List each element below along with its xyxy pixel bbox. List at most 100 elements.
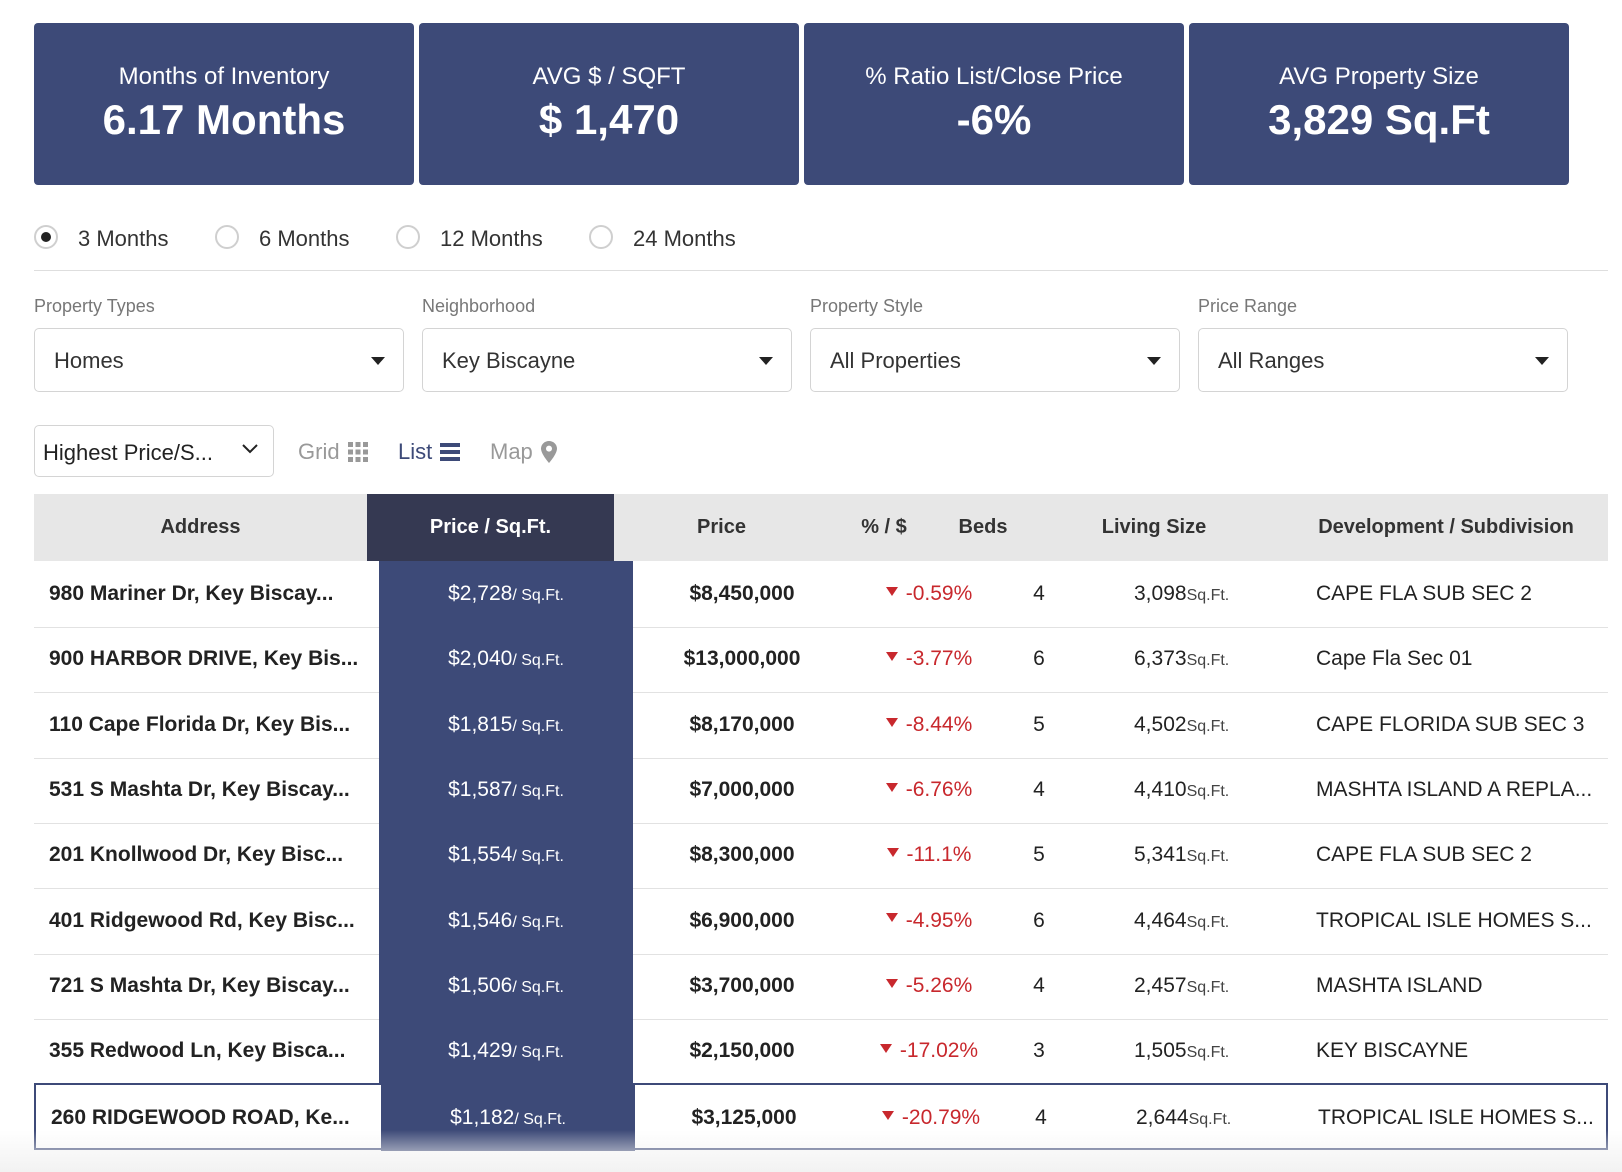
price-sqft-value: $1,429: [448, 1039, 513, 1063]
beds-cell: 6: [1033, 647, 1045, 671]
address-cell[interactable]: 531 S Mashta Dr, Key Biscay...: [49, 777, 350, 801]
pct-change-value: -0.59%: [905, 582, 973, 605]
header-price-sqft[interactable]: Price / Sq.Ft.: [367, 494, 614, 561]
table-row[interactable]: 110 Cape Florida Dr, Key Bis... $1,815/ S…: [34, 691, 1608, 759]
living-size-cell: 4,464Sq.Ft.: [1134, 888, 1334, 954]
price-cell: $3,700,000: [689, 973, 795, 997]
stat-label: Months of Inventory: [118, 63, 330, 90]
sort-value: Highest Price/S...: [43, 440, 213, 465]
pct-change-cell: -4.95%: [846, 888, 1012, 954]
caret-down-icon: [1535, 357, 1549, 365]
table-row[interactable]: 401 Ridgewood Rd, Key Bisc... $1,546/ Sq.…: [34, 887, 1608, 955]
price-sqft-unit: / Sq.Ft.: [512, 913, 564, 931]
header-price[interactable]: Price: [697, 516, 746, 538]
pct-change-value: -8.44%: [905, 712, 973, 736]
price-sqft-cell: $2,040/ Sq.Ft.: [379, 626, 633, 693]
triangle-down-icon: [885, 978, 898, 988]
table-row[interactable]: 721 S Mashta Dr, Key Biscay... $1,506/ Sq…: [34, 952, 1608, 1020]
triangle-down-icon: [881, 1111, 894, 1121]
header-beds[interactable]: Beds: [958, 516, 1008, 538]
neighborhood-select[interactable]: Key Biscayne: [422, 328, 792, 392]
pct-change-value: -20.79%: [901, 1106, 981, 1130]
map-pin-icon: [540, 441, 557, 464]
filter-property-types: Property Types Homes: [34, 296, 404, 392]
header-living-size[interactable]: Living Size: [1101, 516, 1207, 538]
filter-property-style: Property Style All Properties: [810, 296, 1180, 392]
price-cell: $7,000,000: [689, 777, 795, 801]
address-cell[interactable]: 401 Ridgewood Rd, Key Bisc...: [49, 908, 355, 932]
filter-price-range: Price Range All Ranges: [1198, 296, 1568, 392]
price-sqft-cell: $1,546/ Sq.Ft.: [379, 887, 633, 954]
living-size-value: 2,457: [1134, 973, 1187, 997]
living-size-value: 4,464: [1134, 908, 1187, 932]
living-size-value: 3,098: [1134, 582, 1187, 605]
living-size-unit: Sq.Ft.: [1186, 978, 1230, 996]
living-size-value: 4,410: [1134, 777, 1187, 801]
living-size-unit: Sq.Ft.: [1188, 1111, 1232, 1129]
table-row[interactable]: 531 S Mashta Dr, Key Biscay... $1,587/ Sq…: [34, 756, 1608, 824]
living-size-cell: 2,644Sq.Ft.: [1136, 1085, 1336, 1151]
price-sqft-value: $1,506: [448, 973, 513, 997]
price-sqft-unit: / Sq.Ft.: [514, 1111, 566, 1129]
pct-change-cell: -20.79%: [848, 1085, 1014, 1151]
address-cell[interactable]: 721 S Mashta Dr, Key Biscay...: [49, 973, 350, 997]
table-row[interactable]: 900 HARBOR DRIVE, Key Bis... $2,040/ Sq.F…: [34, 626, 1608, 694]
triangle-down-icon: [885, 782, 898, 792]
triangle-down-icon: [879, 1044, 892, 1054]
stat-card-avg-size: AVG Property Size 3,829 Sq.Ft: [1189, 23, 1569, 185]
beds-cell: 4: [1033, 582, 1045, 605]
triangle-down-icon: [885, 586, 898, 596]
price-sqft-unit: / Sq.Ft.: [512, 717, 564, 735]
stat-label: AVG $ / SQFT: [532, 63, 686, 90]
radio-circle[interactable]: [589, 225, 613, 249]
triangle-down-icon: [885, 717, 898, 727]
price-cell: $6,900,000: [689, 908, 795, 932]
price-range-select[interactable]: All Ranges: [1198, 328, 1568, 392]
select-value: Key Biscayne: [442, 348, 576, 373]
property-types-select[interactable]: Homes: [34, 328, 404, 392]
view-grid-button[interactable]: Grid: [298, 438, 368, 465]
beds-cell: 5: [1033, 843, 1045, 867]
table-row[interactable]: 980 Mariner Dr, Key Biscay... $2,728/ Sq.…: [34, 561, 1608, 628]
chevron-down-icon: [242, 444, 258, 454]
caret-down-icon: [1147, 357, 1161, 365]
development-cell: MASHTA ISLAND A REPLA...: [1316, 777, 1593, 801]
address-cell[interactable]: 110 Cape Florida Dr, Key Bis...: [49, 712, 351, 736]
pct-change-value: -17.02%: [899, 1039, 979, 1063]
pct-change-cell: -6.76%: [846, 757, 1012, 823]
beds-cell: 4: [1033, 973, 1045, 997]
address-cell[interactable]: 980 Mariner Dr, Key Biscay...: [49, 582, 334, 605]
triangle-down-icon: [886, 848, 899, 858]
table-row[interactable]: 201 Knollwood Dr, Key Bisc... $1,554/ Sq.…: [34, 822, 1608, 890]
price-sqft-unit: / Sq.Ft.: [512, 848, 564, 866]
price-cell: $8,300,000: [689, 843, 795, 867]
price-sqft-cell: $1,554/ Sq.Ft.: [379, 822, 633, 889]
view-map-label: Map: [490, 439, 533, 465]
view-list-button[interactable]: List: [398, 438, 461, 465]
radio-circle[interactable]: [396, 225, 420, 249]
pct-change-cell: -3.77%: [846, 626, 1012, 692]
address-cell[interactable]: 355 Redwood Ln, Key Bisca...: [49, 1039, 346, 1063]
sort-select[interactable]: Highest Price/S...: [34, 425, 274, 477]
filter-label: Property Style: [810, 296, 924, 316]
address-cell[interactable]: 900 HARBOR DRIVE, Key Bis...: [49, 647, 359, 671]
living-size-value: 4,502: [1134, 712, 1187, 736]
header-development[interactable]: Development / Subdivision: [1318, 516, 1574, 538]
header-pct[interactable]: % / $: [861, 516, 907, 538]
price-sqft-unit: / Sq.Ft.: [512, 587, 564, 604]
living-size-unit: Sq.Ft.: [1186, 848, 1230, 866]
stat-value: -6%: [956, 96, 1032, 143]
property-style-select[interactable]: All Properties: [810, 328, 1180, 392]
table-row[interactable]: 355 Redwood Ln, Key Bisca... $1,429/ Sq.F…: [34, 1018, 1608, 1086]
address-cell[interactable]: 201 Knollwood Dr, Key Bisc...: [49, 843, 344, 867]
beds-cell: 3: [1033, 1039, 1045, 1063]
radio-circle[interactable]: [34, 225, 58, 249]
living-size-value: 1,505: [1134, 1039, 1187, 1063]
living-size-cell: 5,341Sq.Ft.: [1134, 822, 1334, 888]
stat-value: 6.17 Months: [102, 96, 346, 143]
view-map-button[interactable]: Map: [490, 438, 557, 465]
address-cell[interactable]: 260 RIDGEWOOD ROAD, Ke...: [51, 1106, 350, 1130]
beds-cell: 5: [1033, 712, 1045, 736]
header-address[interactable]: Address: [160, 516, 241, 538]
radio-circle[interactable]: [215, 225, 239, 249]
